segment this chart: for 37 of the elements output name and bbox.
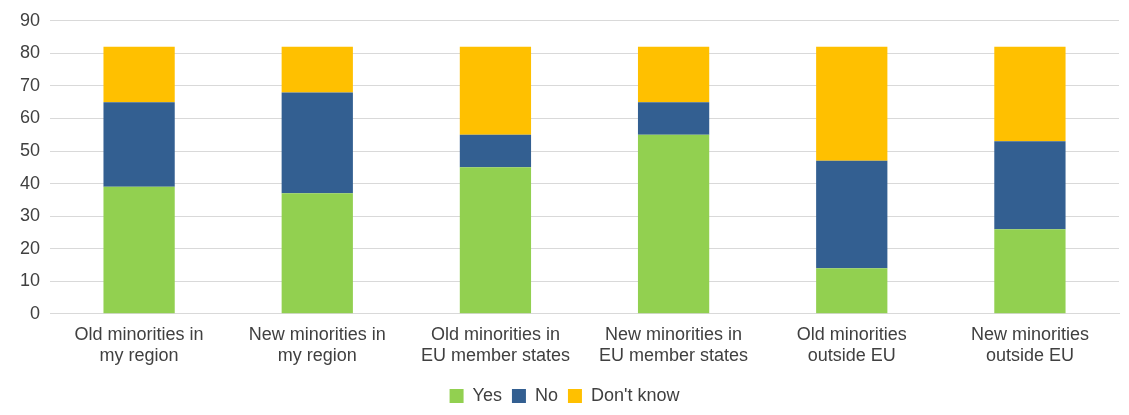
bar bbox=[637, 102, 710, 135]
x-tick-label: New minorities in my region bbox=[248, 323, 386, 366]
bar bbox=[459, 134, 532, 168]
bar bbox=[103, 102, 175, 187]
y-tick-label: 60 bbox=[19, 107, 41, 128]
bar bbox=[816, 160, 888, 269]
x-tick-label: Old minorities in my region bbox=[74, 323, 204, 366]
bar bbox=[637, 46, 710, 103]
y-tick-label: 70 bbox=[19, 74, 41, 95]
x-tick-label: Old minorities outside EU bbox=[796, 323, 907, 366]
y-tick-label: 30 bbox=[19, 205, 41, 226]
x-tick-label: New minorities in EU member states bbox=[599, 323, 749, 366]
x-tick-label: Old minorities in EU member states bbox=[420, 323, 570, 366]
bar bbox=[994, 229, 1066, 314]
x-tick-label: New minorities outside EU bbox=[970, 323, 1089, 366]
y-tick-label: 20 bbox=[19, 237, 41, 258]
bar bbox=[994, 46, 1066, 142]
y-tick-label: 80 bbox=[19, 42, 41, 63]
bar bbox=[816, 268, 888, 314]
bar bbox=[281, 46, 353, 93]
legend-label: No bbox=[534, 384, 558, 405]
y-tick-label: 10 bbox=[19, 270, 41, 291]
bar bbox=[103, 46, 175, 103]
bar bbox=[637, 134, 710, 314]
y-tick-label: 90 bbox=[19, 9, 41, 30]
bar bbox=[994, 141, 1066, 230]
legend-label: Don't know bbox=[590, 384, 681, 405]
y-tick-label: 40 bbox=[19, 172, 41, 193]
legend-label: Yes bbox=[472, 384, 502, 405]
bar bbox=[816, 46, 888, 161]
bar bbox=[459, 46, 532, 135]
y-tick-label: 50 bbox=[19, 139, 41, 160]
bar bbox=[281, 193, 353, 314]
y-tick-label: 0 bbox=[30, 302, 41, 323]
bar bbox=[459, 167, 532, 314]
bar bbox=[103, 186, 175, 314]
bar bbox=[281, 92, 353, 194]
